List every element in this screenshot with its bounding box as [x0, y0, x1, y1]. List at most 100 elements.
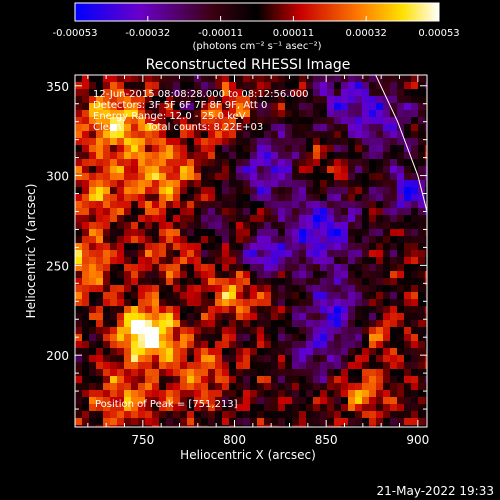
heatmap-cell	[383, 355, 390, 362]
heatmap-cell	[236, 159, 243, 166]
heatmap-cell	[348, 292, 355, 299]
heatmap-cell	[271, 425, 278, 427]
heatmap-cell	[299, 194, 306, 201]
heatmap-cell	[215, 201, 222, 208]
heatmap-cell	[348, 341, 355, 348]
heatmap-cell	[194, 411, 201, 418]
heatmap-cell	[194, 348, 201, 355]
heatmap-cell	[75, 355, 82, 362]
heatmap-cell	[278, 348, 285, 355]
heatmap-cell	[187, 362, 194, 369]
heatmap-cell	[103, 411, 110, 418]
heatmap-cell	[222, 320, 229, 327]
heatmap-cell	[292, 131, 299, 138]
heatmap-cell	[243, 138, 250, 145]
heatmap-cell	[425, 383, 427, 390]
heatmap-cell	[278, 334, 285, 341]
heatmap-cell	[75, 313, 82, 320]
heatmap-cell	[390, 327, 397, 334]
heatmap-cell	[411, 110, 418, 117]
heatmap-cell	[236, 201, 243, 208]
heatmap-cell	[250, 278, 257, 285]
heatmap-cell	[306, 243, 313, 250]
heatmap-cell	[117, 89, 124, 96]
heatmap-cell	[348, 397, 355, 404]
heatmap-cell	[89, 131, 96, 138]
heatmap-cell	[75, 145, 82, 152]
heatmap-cell	[299, 138, 306, 145]
heatmap-cell	[96, 264, 103, 271]
heatmap-cell	[89, 166, 96, 173]
heatmap-cell	[194, 320, 201, 327]
heatmap-cell	[222, 404, 229, 411]
heatmap-cell	[355, 138, 362, 145]
heatmap-cell	[348, 243, 355, 250]
heatmap-cell	[103, 418, 110, 425]
heatmap-cell	[299, 89, 306, 96]
heatmap-cell	[145, 82, 152, 89]
heatmap-cell	[285, 404, 292, 411]
heatmap-cell	[362, 397, 369, 404]
heatmap-cell	[124, 243, 131, 250]
heatmap-cell	[236, 117, 243, 124]
heatmap-cell	[320, 390, 327, 397]
heatmap-cell	[376, 264, 383, 271]
heatmap-cell	[285, 390, 292, 397]
heatmap-cell	[236, 145, 243, 152]
heatmap-cell	[355, 299, 362, 306]
heatmap-cell	[327, 383, 334, 390]
heatmap-cell	[278, 222, 285, 229]
heatmap-cell	[180, 243, 187, 250]
heatmap-cell	[145, 334, 152, 341]
heatmap-cell	[278, 159, 285, 166]
heatmap-cell	[75, 194, 82, 201]
heatmap-cell	[411, 425, 418, 427]
heatmap-cell	[173, 103, 180, 110]
heatmap-cell	[362, 159, 369, 166]
heatmap-cell	[404, 173, 411, 180]
heatmap-cell	[264, 362, 271, 369]
heatmap-cell	[376, 173, 383, 180]
heatmap-cell	[187, 138, 194, 145]
heatmap-cell	[285, 257, 292, 264]
x-axis-label: Heliocentric X (arcsec)	[180, 448, 316, 462]
heatmap-cell	[222, 383, 229, 390]
heatmap-cell	[187, 292, 194, 299]
heatmap-cell	[418, 138, 425, 145]
heatmap-cell	[243, 187, 250, 194]
heatmap-cell	[82, 271, 89, 278]
heatmap-cell	[243, 411, 250, 418]
heatmap-cell	[89, 285, 96, 292]
heatmap-cell	[159, 152, 166, 159]
heatmap-cell	[383, 306, 390, 313]
heatmap-cell	[138, 264, 145, 271]
heatmap-cell	[180, 215, 187, 222]
heatmap-cell	[425, 229, 427, 236]
heatmap-cell	[208, 187, 215, 194]
heatmap-cell	[264, 341, 271, 348]
heatmap-cell	[376, 327, 383, 334]
heatmap-cell	[229, 306, 236, 313]
heatmap-cell	[187, 201, 194, 208]
heatmap-cell	[327, 418, 334, 425]
heatmap-cell	[229, 215, 236, 222]
heatmap-cell	[299, 250, 306, 257]
heatmap-cell	[355, 425, 362, 427]
heatmap-cell	[362, 82, 369, 89]
heatmap-cell	[383, 236, 390, 243]
heatmap-cell	[131, 264, 138, 271]
heatmap-cell	[376, 201, 383, 208]
heatmap-cell	[348, 201, 355, 208]
heatmap-cell	[187, 215, 194, 222]
heatmap-cell	[194, 117, 201, 124]
heatmap-cell	[201, 320, 208, 327]
heatmap-cell	[166, 201, 173, 208]
heatmap-cell	[411, 306, 418, 313]
heatmap-cell	[369, 334, 376, 341]
heatmap-cell	[404, 187, 411, 194]
heatmap-cell	[425, 152, 427, 159]
heatmap-cell	[369, 341, 376, 348]
heatmap-cell	[383, 299, 390, 306]
heatmap-cell	[117, 376, 124, 383]
heatmap-cell	[152, 236, 159, 243]
